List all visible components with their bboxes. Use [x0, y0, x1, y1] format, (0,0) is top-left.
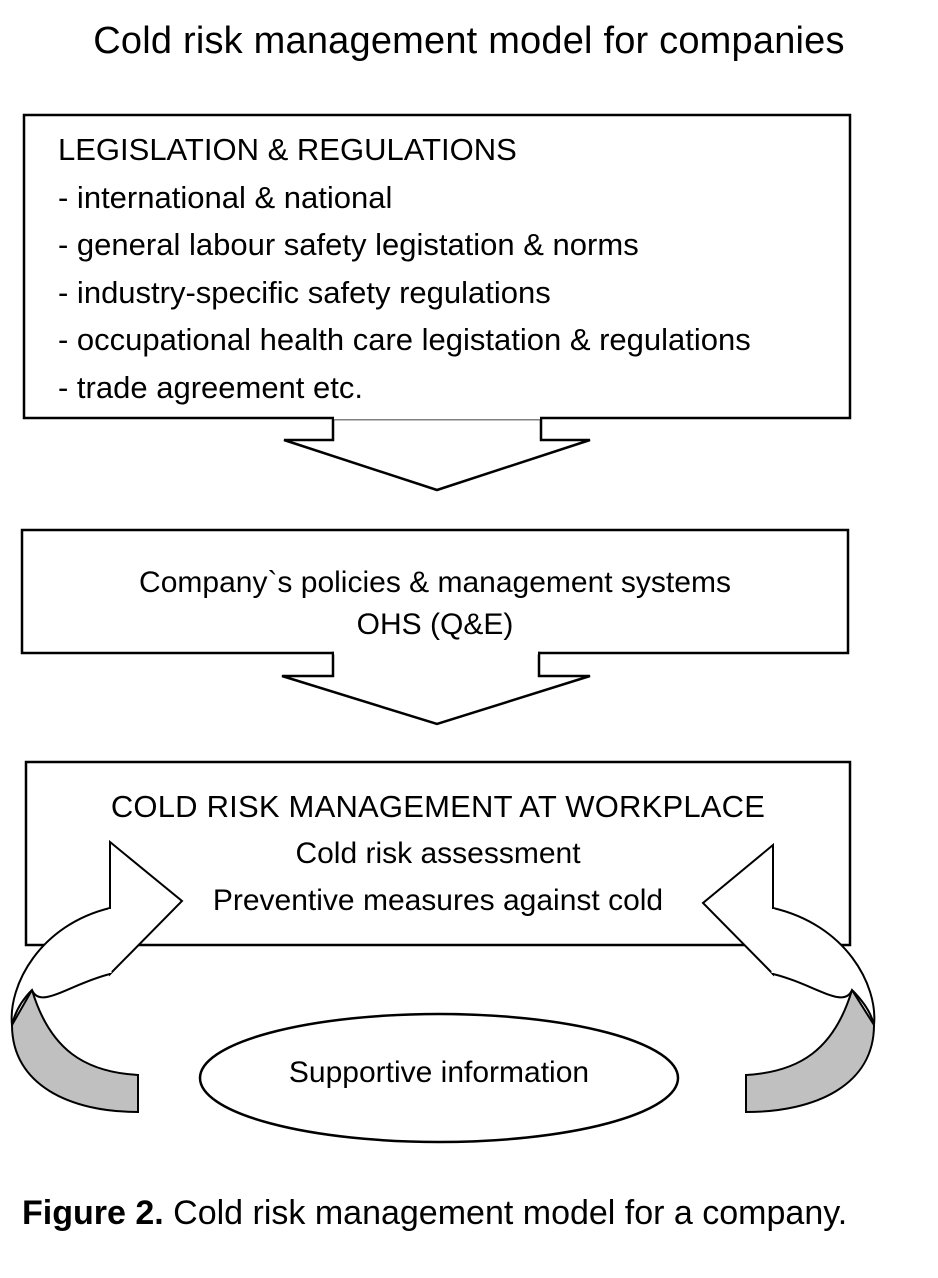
figure-caption: Figure 2. Cold risk management model for… — [22, 1194, 847, 1233]
left-curved-arrow — [10, 839, 184, 1114]
workplace-line-1: Cold risk assessment — [295, 837, 581, 870]
workplace-heading: COLD RISK MANAGEMENT AT WORKPLACE — [110, 789, 766, 824]
legislation-heading: LEGISLATION & REGULATIONS — [58, 132, 517, 167]
workplace-box — [24, 760, 852, 947]
legislation-box — [22, 113, 852, 420]
right-curved-arrow — [701, 842, 876, 1114]
workplace-text: COLD RISK MANAGEMENT AT WORKPLACE Cold r… — [26, 783, 850, 924]
policies-box — [20, 528, 850, 655]
diagram-title: Cold risk management model for companies — [93, 20, 845, 62]
caption-text: Cold risk management model for a company… — [163, 1194, 848, 1232]
supportive-oval — [198, 1012, 680, 1144]
caption-label: Figure 2. — [22, 1194, 164, 1232]
legislation-item: - international & national — [58, 179, 393, 215]
policies-line-2: OHS (Q&E) — [356, 608, 514, 641]
policies-text: Company`s policies & management systems … — [22, 562, 848, 646]
supportive-label: Supportive information — [288, 1056, 590, 1089]
legislation-item: - general labour safety legistation & no… — [58, 227, 639, 262]
legislation-text: LEGISLATION & REGULATIONS - internationa… — [58, 126, 751, 411]
down-arrow-1 — [283, 417, 591, 492]
legislation-item: - occupational health care legistation &… — [58, 322, 751, 357]
legislation-item: - industry-specific safety regulations — [58, 274, 551, 310]
down-arrow-2 — [281, 651, 591, 726]
policies-line-1: Company`s policies & management systems — [139, 566, 731, 599]
workplace-line-2: Preventive measures against cold — [212, 884, 664, 917]
legislation-item: - trade agreement etc. — [58, 369, 363, 405]
